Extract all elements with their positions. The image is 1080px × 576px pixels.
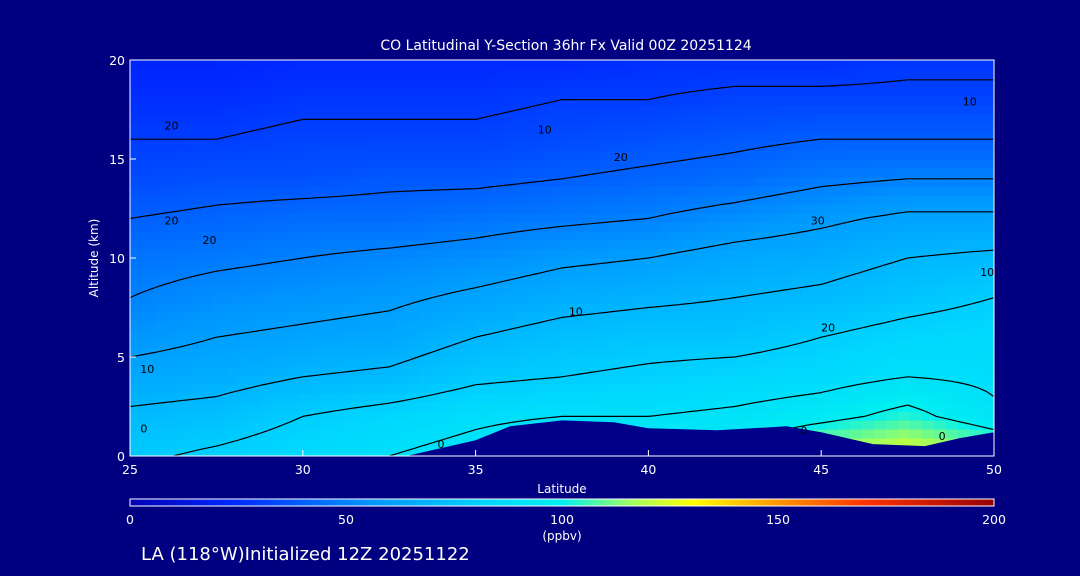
contour-label: 10 bbox=[140, 363, 154, 376]
contour-labels: 20 20 20 10 0 0 10 20 10 30 20 10 10 0 0 bbox=[140, 96, 994, 452]
x-tick-label: 30 bbox=[295, 462, 311, 477]
contour-label: 0 bbox=[800, 424, 807, 437]
colorbar-unit-label: (ppbv) bbox=[542, 529, 581, 543]
contour-label: 0 bbox=[438, 438, 445, 451]
contour-label: 20 bbox=[202, 234, 216, 247]
contour-label: 0 bbox=[140, 422, 147, 435]
y-tick-label: 0 bbox=[117, 449, 125, 464]
x-axis-label: Latitude bbox=[537, 482, 586, 496]
y-axis: 0 5 10 15 20 bbox=[109, 53, 136, 464]
y-tick-label: 15 bbox=[109, 152, 125, 167]
co-concentration-field bbox=[130, 60, 994, 456]
x-tick-label: 45 bbox=[813, 462, 829, 477]
contour-lines bbox=[130, 79, 994, 456]
terrain-mask bbox=[130, 420, 994, 456]
contour-label: 20 bbox=[821, 321, 835, 334]
contour-label: 0 bbox=[939, 430, 946, 443]
chart-title: CO Latitudinal Y-Section 36hr Fx Valid 0… bbox=[380, 38, 751, 54]
contour-label: 20 bbox=[614, 151, 628, 164]
colorbar-tick-label: 50 bbox=[338, 512, 354, 527]
colorbar-tick-label: 0 bbox=[126, 512, 134, 527]
y-tick-label: 20 bbox=[109, 53, 125, 68]
colorbar-ticks: 0 50 100 150 200 bbox=[126, 512, 1006, 527]
contour-label: 10 bbox=[538, 123, 552, 136]
colorbar-tick-label: 200 bbox=[982, 512, 1006, 527]
contour-label: 10 bbox=[963, 96, 977, 109]
contour-label: 20 bbox=[164, 119, 178, 132]
colorbar bbox=[129, 498, 995, 507]
contour-label: 10 bbox=[980, 266, 994, 279]
x-tick-label: 40 bbox=[640, 462, 656, 477]
contour-label: 20 bbox=[164, 214, 178, 227]
contour-label: 10 bbox=[569, 305, 583, 318]
contour-label: 30 bbox=[811, 214, 825, 227]
y-tick-label: 10 bbox=[109, 251, 125, 266]
colorbar-tick-label: 100 bbox=[550, 512, 574, 527]
y-axis-label: Altitude (km) bbox=[87, 219, 101, 298]
x-tick-label: 35 bbox=[468, 462, 484, 477]
footer-initialized-text: LA (118°W)Initialized 12Z 20251122 bbox=[141, 544, 470, 565]
x-tick-label: 50 bbox=[986, 462, 1002, 477]
y-tick-label: 5 bbox=[117, 350, 125, 365]
colorbar-tick-label: 150 bbox=[766, 512, 790, 527]
x-axis: 25 30 35 40 45 50 bbox=[122, 450, 1002, 477]
x-tick-label: 25 bbox=[122, 462, 138, 477]
